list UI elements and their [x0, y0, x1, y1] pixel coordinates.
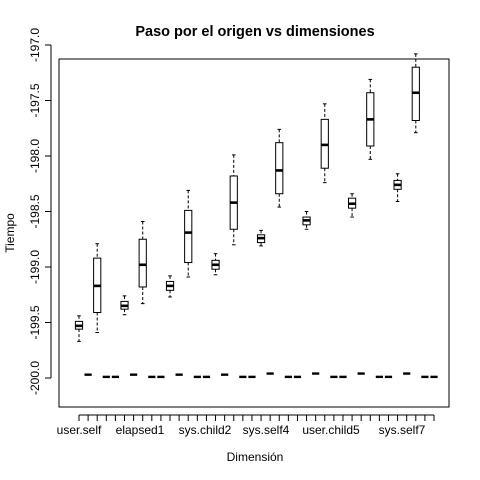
- x-tick-label: sys.child2: [179, 423, 232, 437]
- x-axis-label: Dimensión: [227, 450, 284, 464]
- box-11: [165, 275, 175, 298]
- box-body: [184, 209, 193, 264]
- box-16: [211, 253, 220, 276]
- y-tick-label: -199.5: [28, 305, 42, 339]
- x-tick-label: sys.self7: [379, 423, 426, 437]
- y-axis-label: Tiempo: [3, 213, 17, 253]
- x-tick-label: sys.self4: [243, 423, 290, 437]
- box-23: [275, 128, 284, 208]
- x-axis: user.self elapsed1 sys.child2 sys.self4 user…: [57, 414, 435, 437]
- box-8: [138, 220, 147, 305]
- box-33: [366, 78, 375, 160]
- y-tick-label: -198.5: [28, 194, 42, 228]
- y-tick-label: -197.5: [28, 83, 42, 117]
- y-tick-label: -197.0: [28, 28, 42, 62]
- box-6: [120, 295, 129, 316]
- box-31: [347, 193, 357, 218]
- y-axis: -200.0 -199.5 -199.0 -198.5 -198.0 -197.5 -197…: [28, 28, 52, 395]
- box-body: [138, 238, 147, 288]
- boxes-group: [74, 53, 438, 379]
- box-18: [229, 154, 238, 246]
- x-tick-label: user.self: [57, 423, 102, 437]
- box-13: [184, 189, 193, 278]
- y-tick-label: -200.0: [28, 361, 42, 395]
- y-tick-label: -198.0: [28, 139, 42, 173]
- y-tick-label: -199.0: [28, 250, 42, 284]
- box-28: [320, 103, 329, 184]
- chart-title: Paso por el origen vs dimensiones: [135, 24, 374, 40]
- plot-frame: [58, 58, 450, 408]
- box-body: [275, 142, 284, 195]
- box-38: [411, 53, 420, 134]
- box-26: [302, 211, 311, 230]
- x-tick-label: user.child5: [302, 423, 360, 437]
- x-tick-label: elapsed1: [116, 423, 165, 437]
- box-36: [393, 173, 402, 203]
- box-1: [74, 315, 84, 342]
- box-21: [256, 229, 266, 247]
- box-3: [93, 243, 102, 333]
